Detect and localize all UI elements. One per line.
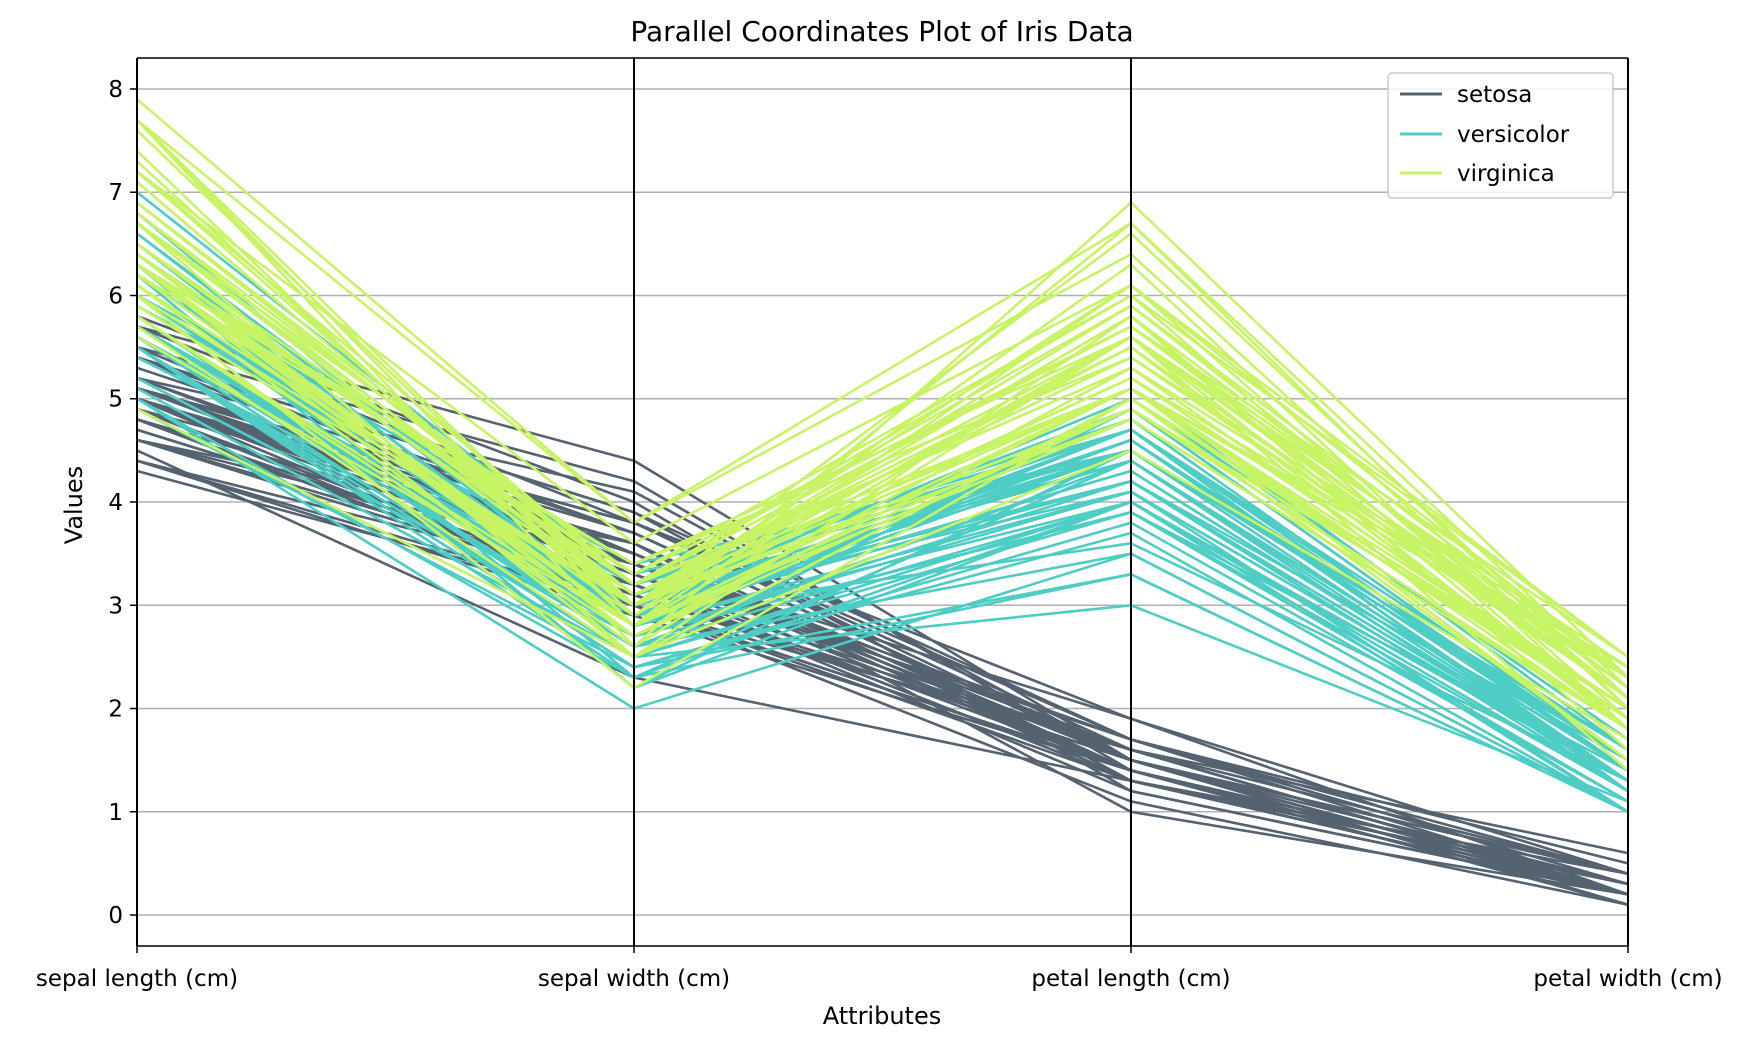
legend-label-virginica: virginica [1457, 161, 1555, 187]
data-line-versicolor [136, 397, 1629, 813]
data-line-virginica [136, 294, 1629, 762]
data-lines [136, 98, 1629, 906]
x-tick-label: sepal width (cm) [538, 966, 730, 992]
data-line-virginica [136, 407, 1629, 741]
data-line-virginica [136, 222, 1629, 658]
data-line-virginica [136, 242, 1629, 710]
data-line-virginica [136, 304, 1629, 731]
y-tick-label: 5 [108, 387, 123, 413]
y-tick-label: 0 [108, 903, 123, 929]
x-tick-label: petal length (cm) [1031, 966, 1230, 992]
x-tick-label: petal width (cm) [1533, 966, 1722, 992]
y-tick-label: 6 [108, 283, 123, 309]
y-tick-label: 1 [108, 800, 123, 826]
grid-lines [137, 88, 1628, 916]
x-axis-title: Attributes [823, 1002, 941, 1030]
data-line-versicolor [136, 387, 1629, 803]
legend-label-versicolor: versicolor [1457, 122, 1570, 148]
y-axis-title: Values [60, 466, 88, 544]
data-line-virginica [136, 222, 1629, 669]
y-tick-label: 8 [108, 77, 123, 103]
data-line-virginica [136, 273, 1629, 679]
x-tick-label: sepal length (cm) [36, 966, 238, 992]
data-line-virginica [136, 253, 1629, 689]
series-virginica [136, 98, 1629, 772]
y-tick-label: 7 [108, 180, 123, 206]
y-tick-label: 3 [108, 593, 123, 619]
data-line-virginica [136, 170, 1629, 658]
data-line-virginica [136, 118, 1629, 689]
y-tick-label: 4 [108, 490, 123, 516]
y-tick-label: 2 [108, 697, 123, 723]
data-line-virginica [136, 315, 1629, 720]
chart-title: Parallel Coordinates Plot of Iris Data [630, 15, 1133, 48]
data-line-versicolor [136, 345, 1629, 782]
legend-label-setosa: setosa [1457, 82, 1532, 108]
data-line-versicolor [136, 346, 1629, 813]
data-line-virginica [136, 119, 1629, 710]
legend: setosa versicolor virginica [1387, 72, 1614, 199]
legend-frame [1387, 72, 1614, 199]
tick-labels: 0 1 2 3 4 5 6 7 8 sepal length (cm) sepal width (c… [36, 77, 1723, 992]
